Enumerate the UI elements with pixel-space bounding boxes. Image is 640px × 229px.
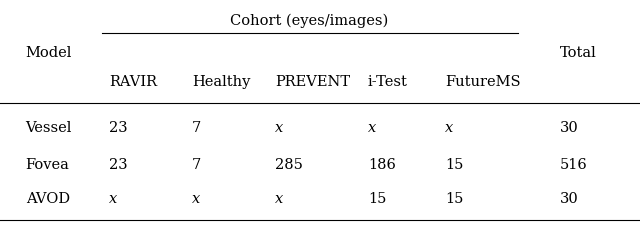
Text: Total: Total bbox=[560, 46, 596, 60]
Text: Model: Model bbox=[26, 46, 72, 60]
Text: 30: 30 bbox=[560, 121, 579, 135]
Text: 23: 23 bbox=[109, 158, 127, 172]
Text: x: x bbox=[109, 192, 117, 206]
Text: x: x bbox=[275, 192, 284, 206]
Text: x: x bbox=[275, 121, 284, 135]
Text: 15: 15 bbox=[368, 192, 387, 206]
Text: x: x bbox=[445, 121, 453, 135]
Text: 186: 186 bbox=[368, 158, 396, 172]
Text: AVOD: AVOD bbox=[26, 192, 70, 206]
Text: Fovea: Fovea bbox=[26, 158, 70, 172]
Text: 7: 7 bbox=[192, 158, 201, 172]
Text: 30: 30 bbox=[560, 192, 579, 206]
Text: 23: 23 bbox=[109, 121, 127, 135]
Text: Vessel: Vessel bbox=[26, 121, 72, 135]
Text: FutureMS: FutureMS bbox=[445, 75, 520, 90]
Text: RAVIR: RAVIR bbox=[109, 75, 157, 90]
Text: 285: 285 bbox=[275, 158, 303, 172]
Text: Cohort (eyes/images): Cohort (eyes/images) bbox=[230, 14, 388, 28]
Text: 15: 15 bbox=[445, 158, 463, 172]
Text: 15: 15 bbox=[445, 192, 463, 206]
Text: x: x bbox=[368, 121, 376, 135]
Text: x: x bbox=[192, 192, 200, 206]
Text: 516: 516 bbox=[560, 158, 588, 172]
Text: 7: 7 bbox=[192, 121, 201, 135]
Text: Healthy: Healthy bbox=[192, 75, 250, 90]
Text: PREVENT: PREVENT bbox=[275, 75, 350, 90]
Text: i-Test: i-Test bbox=[368, 75, 408, 90]
